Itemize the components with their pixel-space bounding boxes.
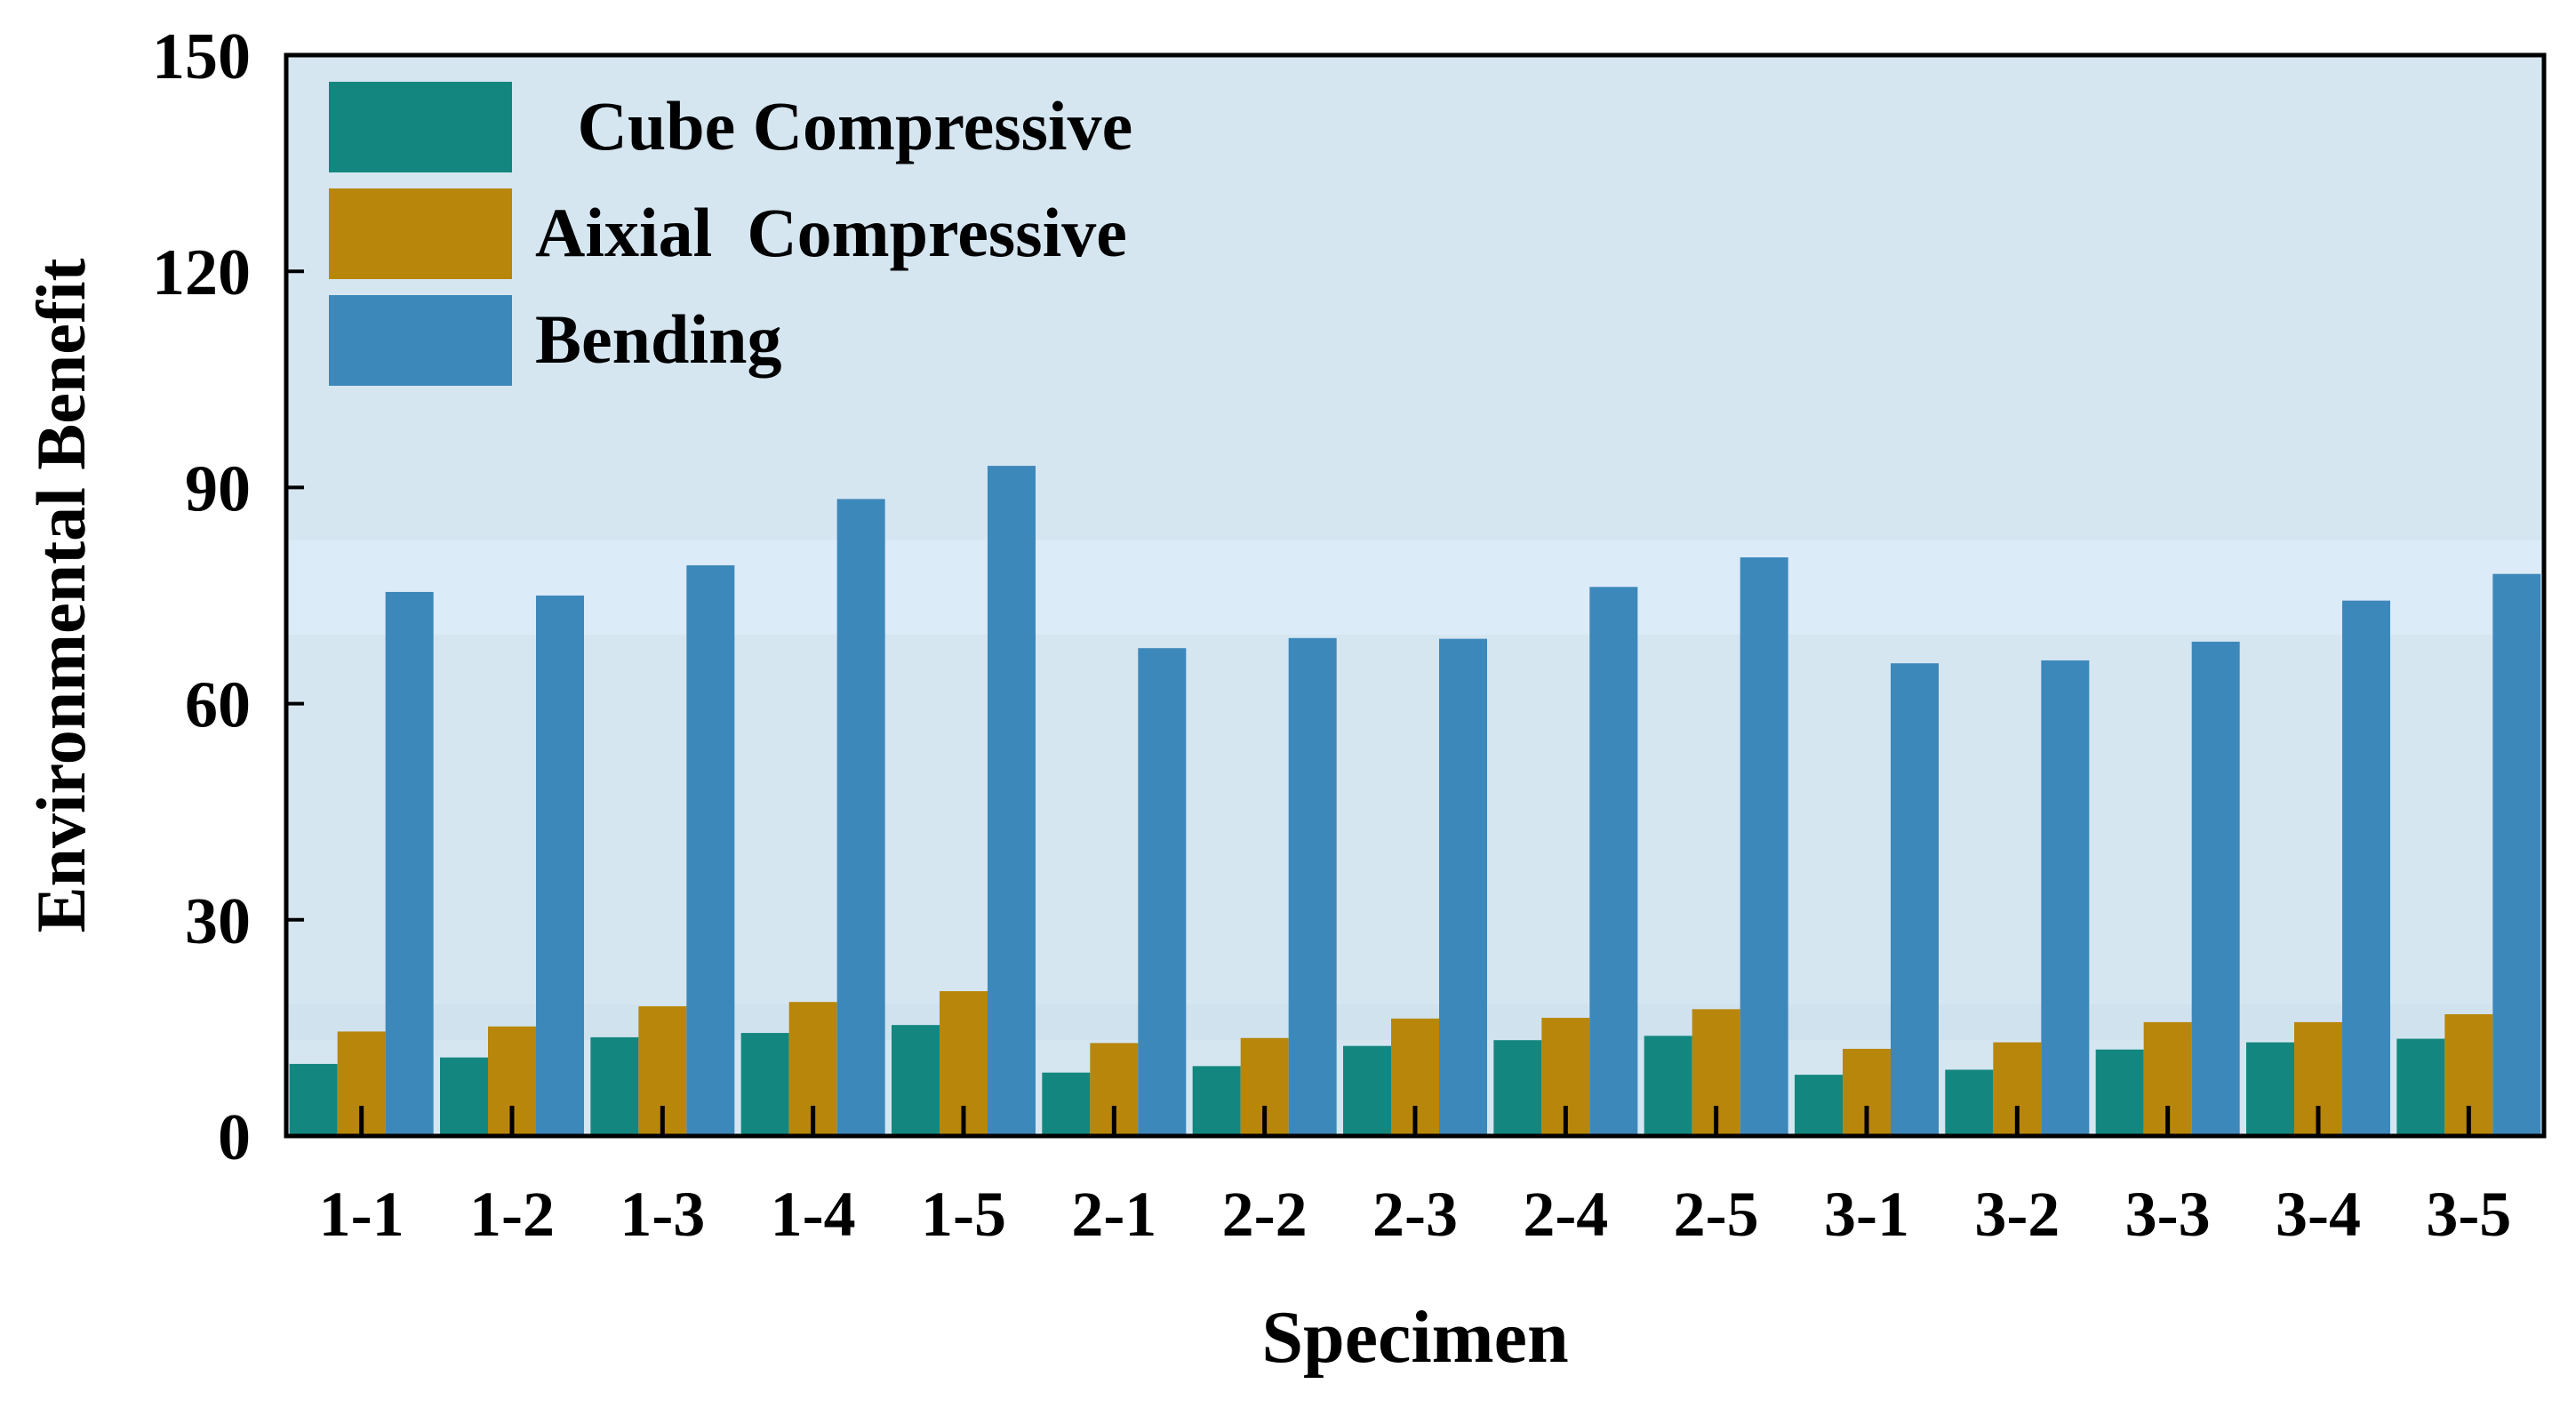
x-tick-label: 1-5 [921,1179,1006,1250]
legend-label: Cube Compressive [560,87,1132,164]
bar [1042,1072,1091,1136]
x-tick-label: 2-1 [1071,1179,1156,1250]
bar [1439,638,1487,1136]
bar [536,596,584,1136]
highlight-band [286,540,2544,635]
y-tick-label: 30 [185,885,251,958]
bar [1288,637,1337,1136]
bar [1945,1069,1994,1136]
x-tick-labels: 1-1 1-2 1-3 1-4 1-5 2-1 2-2 2-3 2-4 2-5 3-1 3-2 3-3 3… [319,1179,2512,1250]
x-tick-label: 2-4 [1523,1179,1608,1250]
bar [590,1036,639,1136]
y-axis-title: Environmental Benefit [22,258,100,932]
x-tick-label: 3-2 [1974,1179,2060,1250]
x-tick-label: 3-3 [2125,1179,2211,1250]
bar [686,564,735,1136]
y-tick-label: 120 [152,236,251,309]
y-tick-label: 0 [218,1101,251,1174]
bar [1740,557,1788,1136]
y-tick-label: 60 [185,669,251,742]
x-tick-label: 2-3 [1372,1179,1458,1250]
bar [2396,1038,2445,1136]
bar [2041,660,2090,1136]
bar [836,499,885,1136]
y-axis: 0 30 60 90 120 150 [152,20,304,1174]
bar [289,1063,338,1136]
bar [1493,1040,1542,1136]
bar [1891,663,1939,1136]
plot-frame [284,52,2547,1139]
bar [1644,1036,1692,1136]
bar [2191,641,2240,1136]
legend: Cube Compressive Aixial Compressive Bendin… [329,82,1132,386]
legend-label: Bending [535,300,781,378]
bar [385,591,434,1136]
bar [2342,600,2390,1136]
x-tick-label: 3-1 [1824,1179,1909,1250]
bar [1343,1045,1391,1136]
legend-swatch [329,188,512,279]
x-tick-label: 3-5 [2426,1179,2511,1250]
bar [2095,1049,2144,1136]
bar [740,1033,789,1136]
y-tick-label: 150 [152,20,251,93]
bar [1795,1075,1843,1136]
bar [2246,1042,2294,1136]
x-tick-label: 1-1 [319,1179,404,1250]
bar [988,466,1036,1136]
bar [2492,573,2541,1136]
bar [1589,587,1638,1136]
x-tick-label: 3-4 [2276,1179,2361,1250]
bar [1192,1066,1241,1136]
y-tick-label: 90 [185,452,251,525]
x-axis-title: Specimen [1261,1296,1568,1379]
x-tick-label: 2-5 [1674,1179,1759,1250]
x-tick-label: 2-2 [1222,1179,1308,1250]
x-tick-label: 1-2 [469,1179,555,1250]
x-tick-label: 1-3 [620,1179,705,1250]
bar [1138,648,1187,1136]
legend-swatch [329,82,512,172]
legend-swatch [329,295,512,386]
x-tick-label: 1-4 [771,1179,856,1250]
bar [892,1025,940,1136]
x-tick-marks [359,1106,2471,1136]
bar [440,1057,488,1136]
legend-label: Aixial Compressive [535,194,1127,271]
